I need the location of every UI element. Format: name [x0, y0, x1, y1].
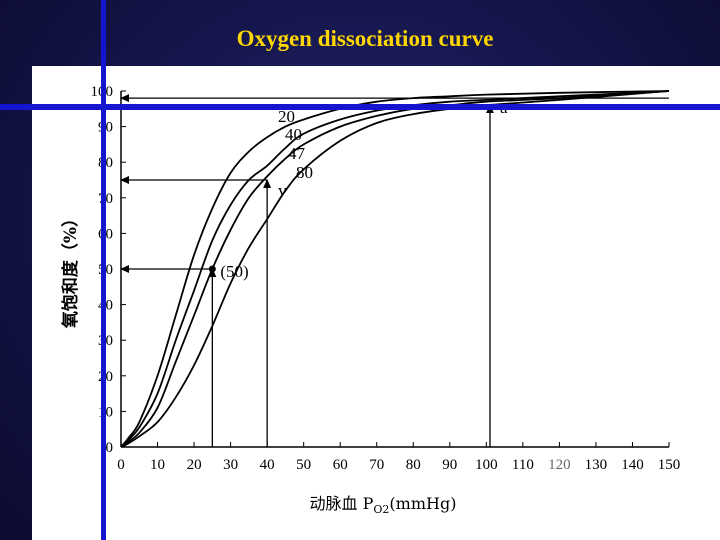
x-tick-label: 130: [585, 457, 608, 473]
x-tick-label: 80: [406, 457, 421, 473]
curve-label: 80: [296, 163, 313, 182]
vertical-accent-bar: [101, 0, 106, 540]
x-tick-label: 50: [296, 457, 311, 473]
oxygen-dissociation-chart: 0102030405060708090100110120130140150010…: [60, 84, 681, 516]
x-axis-label-main: 动脉血 P: [310, 494, 374, 513]
x-tick-label: 30: [223, 457, 238, 473]
x-tick-label: 90: [442, 457, 457, 473]
x-tick-label: 60: [333, 457, 348, 473]
x-axis-label-unit: (mmHg): [389, 494, 456, 513]
x-tick-label: 40: [260, 457, 275, 473]
x-tick-label: 100: [475, 457, 498, 473]
curve-label: 47: [288, 144, 306, 163]
x-tick-label: 120: [548, 457, 571, 473]
x-tick-label: 70: [369, 457, 384, 473]
x-tick-label: 140: [621, 457, 644, 473]
x-axis-label: 动脉血 PO2(mmHg): [310, 494, 457, 516]
reference-label: v: [278, 181, 287, 200]
curve-pco2-20: [120, 90, 670, 448]
x-tick-label: 10: [150, 457, 165, 473]
x-axis-label-subscript: O2: [373, 503, 389, 516]
y-axis-label: 氧饱和度（%）: [60, 210, 81, 329]
curve-label: 20: [278, 107, 295, 126]
horizontal-accent-bar: [0, 104, 720, 110]
x-tick-label: 150: [658, 457, 681, 473]
x-tick-label: 110: [512, 457, 534, 473]
curve-label: 40: [285, 125, 302, 144]
x-tick-label: 20: [187, 457, 202, 473]
slide-title: Oxygen dissociation curve: [236, 26, 494, 51]
reference-label: (50): [220, 262, 248, 281]
x-tick-label: 0: [117, 457, 125, 473]
p50-point: [208, 265, 216, 273]
curve-pco2-40: [120, 90, 670, 448]
chart-panel: 0102030405060708090100110120130140150010…: [32, 66, 720, 540]
y-tick-label: 0: [106, 440, 114, 456]
